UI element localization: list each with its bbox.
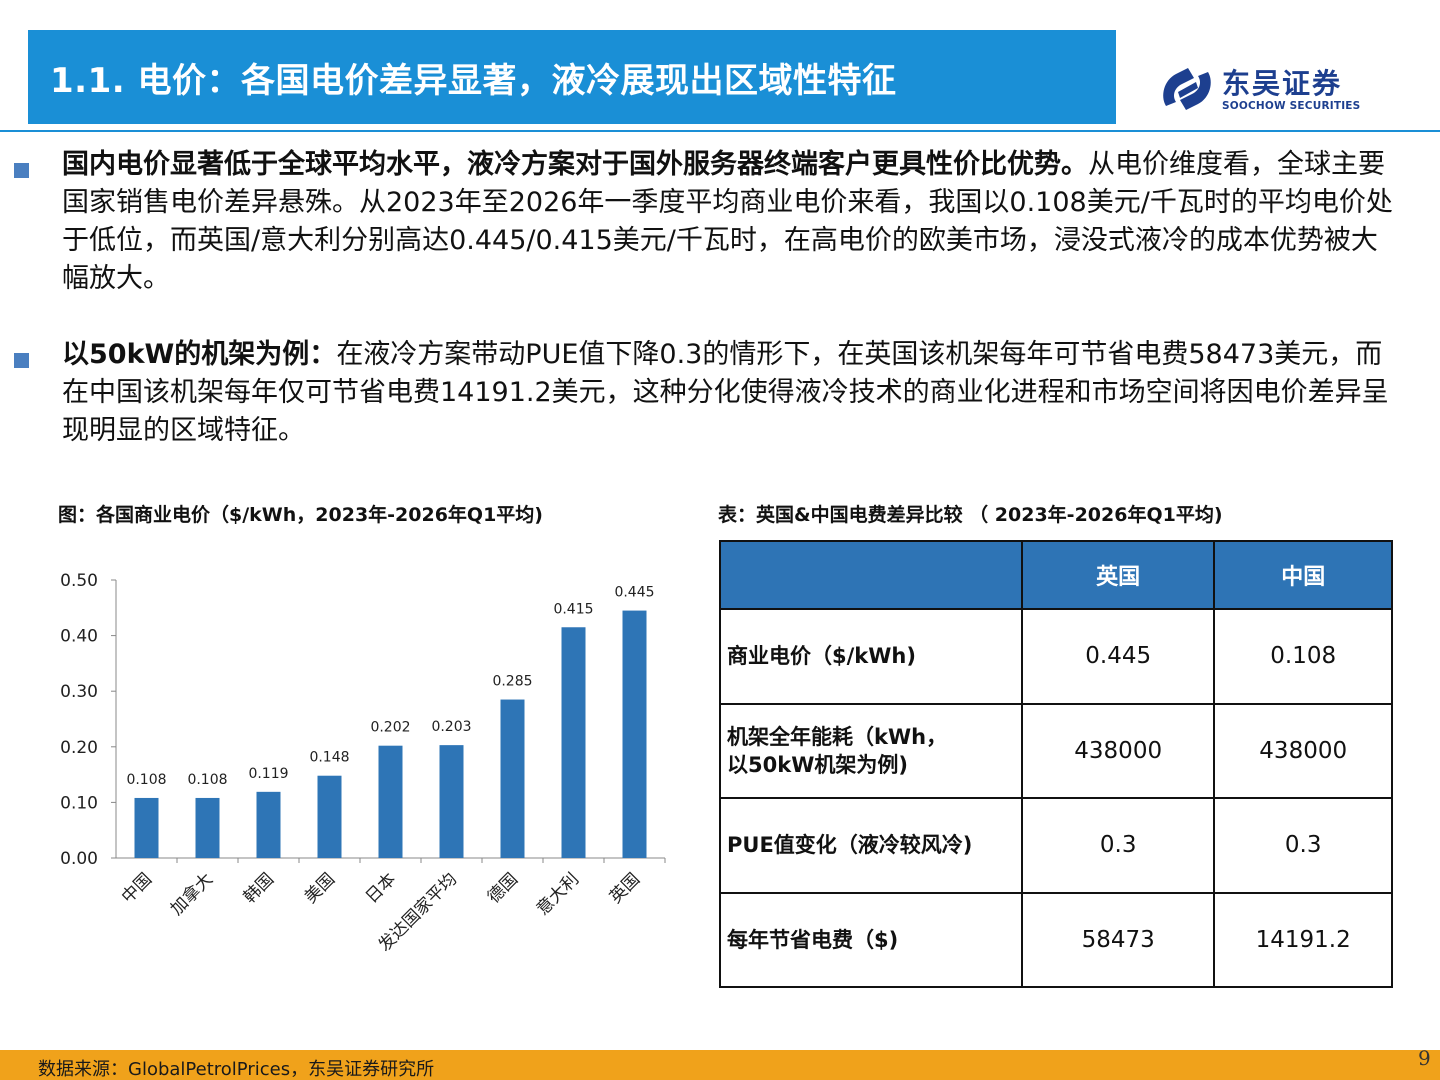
x-category-label: 德国 [484,869,522,907]
bullet-bold-1: 国内电价显著低于全球平均水平，液冷方案对于国外服务器终端客户更具性价比优势。 [62,149,1088,180]
bullet-paragraph-2: 以50kW的机架为例：在液冷方案带动PUE值下降0.3的情形下，在英国该机架每年… [14,336,1404,450]
bar-value-label: 0.445 [614,585,654,601]
bar-value-label: 0.415 [553,601,593,617]
row-label-price: 商业电价（$/kWh) [719,608,1023,705]
bar-value-label: 0.148 [309,750,349,766]
row-label-pue: PUE值变化（液冷较风冷) [719,797,1023,894]
cell-uk-energy: 438000 [1020,702,1216,799]
page-title: 1.1. 电价：各国电价差异显著，液冷展现出区域性特征 [50,60,897,101]
source-note: 数据来源：GlobalPetrolPrices，东吴证券研究所 [38,1059,435,1080]
bar [378,745,403,858]
table-header-row: 英国 中国 [719,540,1393,610]
bullet-text-1: 国内电价显著低于全球平均水平，液冷方案对于国外服务器终端客户更具性价比优势。从电… [62,146,1404,298]
table-row: 商业电价（$/kWh) 0.445 0.108 [719,608,1393,705]
cell-uk-price: 0.445 [1020,608,1216,705]
cell-uk-savings: 58473 [1020,891,1216,988]
bullet-bold-2: 以50kW的机架为例： [62,339,337,370]
y-tick-label: 0.40 [60,627,98,647]
table-row: 机架全年能耗（kWh， 以50kW机架为例) 438000 438000 [719,702,1393,799]
cell-uk-pue: 0.3 [1020,797,1216,894]
company-logo: 东吴证券 SOOCHOW SECURITIES [1158,62,1398,116]
y-tick-label: 0.10 [60,793,98,813]
bullet-text-2: 以50kW的机架为例：在液冷方案带动PUE值下降0.3的情形下，在英国该机架每年… [62,336,1404,450]
cell-cn-energy: 438000 [1213,702,1393,799]
bar [195,797,220,858]
bullet-square-icon [14,353,29,368]
bar-value-label: 0.203 [431,719,471,735]
logo-english-text: SOOCHOW SECURITIES [1222,100,1361,112]
y-tick-label: 0.00 [60,849,98,869]
table-header-uk: 英国 [1020,540,1216,610]
table-caption: 表：英国&中国电费差异比较 （ 2023年-2026年Q1平均) [718,504,1223,526]
bullet-square-icon [14,163,29,178]
chart-caption: 图：各国商业电价（$/kWh，2023年-2026年Q1平均) [58,504,543,526]
cell-cn-pue: 0.3 [1213,797,1393,894]
logo-chinese-text: 东吴证券 [1222,67,1343,100]
bar [622,610,647,858]
bar [134,797,159,858]
bar [256,791,281,858]
cell-cn-savings: 14191.2 [1213,891,1393,988]
electricity-price-bar-chart: 0.00 0.10 0.20 0.30 0.40 0.50 0.108 中国 0.108 加拿大 0… [60,571,666,956]
x-category-label: 意大利 [533,869,583,919]
x-category-label: 加拿大 [166,869,217,920]
table-header-empty [719,540,1023,610]
bar-value-label: 0.108 [126,772,166,788]
row-label-savings: 每年节省电费（$) [719,891,1023,988]
soochow-logo-icon [1163,68,1211,110]
y-tick-label: 0.50 [60,571,98,591]
bar [439,745,464,858]
bar-value-label: 0.119 [248,766,288,782]
page-number: 9 [1418,1046,1431,1070]
bar [561,627,586,858]
table-row: PUE值变化（液冷较风冷) 0.3 0.3 [719,797,1393,894]
comparison-table: 英国 中国 商业电价（$/kWh) 0.445 0.108 机架全年能耗（kWh… [719,540,1393,988]
bar [317,775,342,858]
x-category-label: 韩国 [240,869,278,907]
cell-cn-price: 0.108 [1213,608,1393,705]
x-category-label: 英国 [606,869,644,907]
y-tick-label: 0.30 [60,682,98,702]
header-divider [0,130,1440,132]
x-category-label: 中国 [118,869,156,907]
bar-value-label: 0.202 [370,720,410,736]
row-label-energy: 机架全年能耗（kWh， 以50kW机架为例) [719,702,1023,799]
bar [500,699,525,858]
bullet-body-2: 在液冷方案带动PUE值下降0.3的情形下，在英国该机架每年可节省电费58473美… [62,339,1389,446]
row-label-energy-line1: 机架全年能耗（kWh， [727,724,948,749]
bullet-body-1: 从电价维度看，全球主要国家销售电价差异悬殊。从2023年至2026年一季度平均商… [62,149,1393,294]
bullet-paragraph-1: 国内电价显著低于全球平均水平，液冷方案对于国外服务器终端客户更具性价比优势。从电… [14,146,1404,298]
y-tick-label: 0.20 [60,738,98,758]
x-category-label: 日本 [362,869,400,907]
row-label-energy-line2: 以50kW机架为例) [727,752,908,777]
table-row: 每年节省电费（$) 58473 14191.2 [719,891,1393,988]
bar-value-label: 0.108 [187,772,227,788]
table-header-cn: 中国 [1213,540,1393,610]
footer-bar: 数据来源：GlobalPetrolPrices，东吴证券研究所 [0,1050,1440,1080]
title-bar: 1.1. 电价：各国电价差异显著，液冷展现出区域性特征 [28,30,1116,124]
bar-value-label: 0.285 [492,674,532,690]
x-category-label: 美国 [301,869,339,907]
